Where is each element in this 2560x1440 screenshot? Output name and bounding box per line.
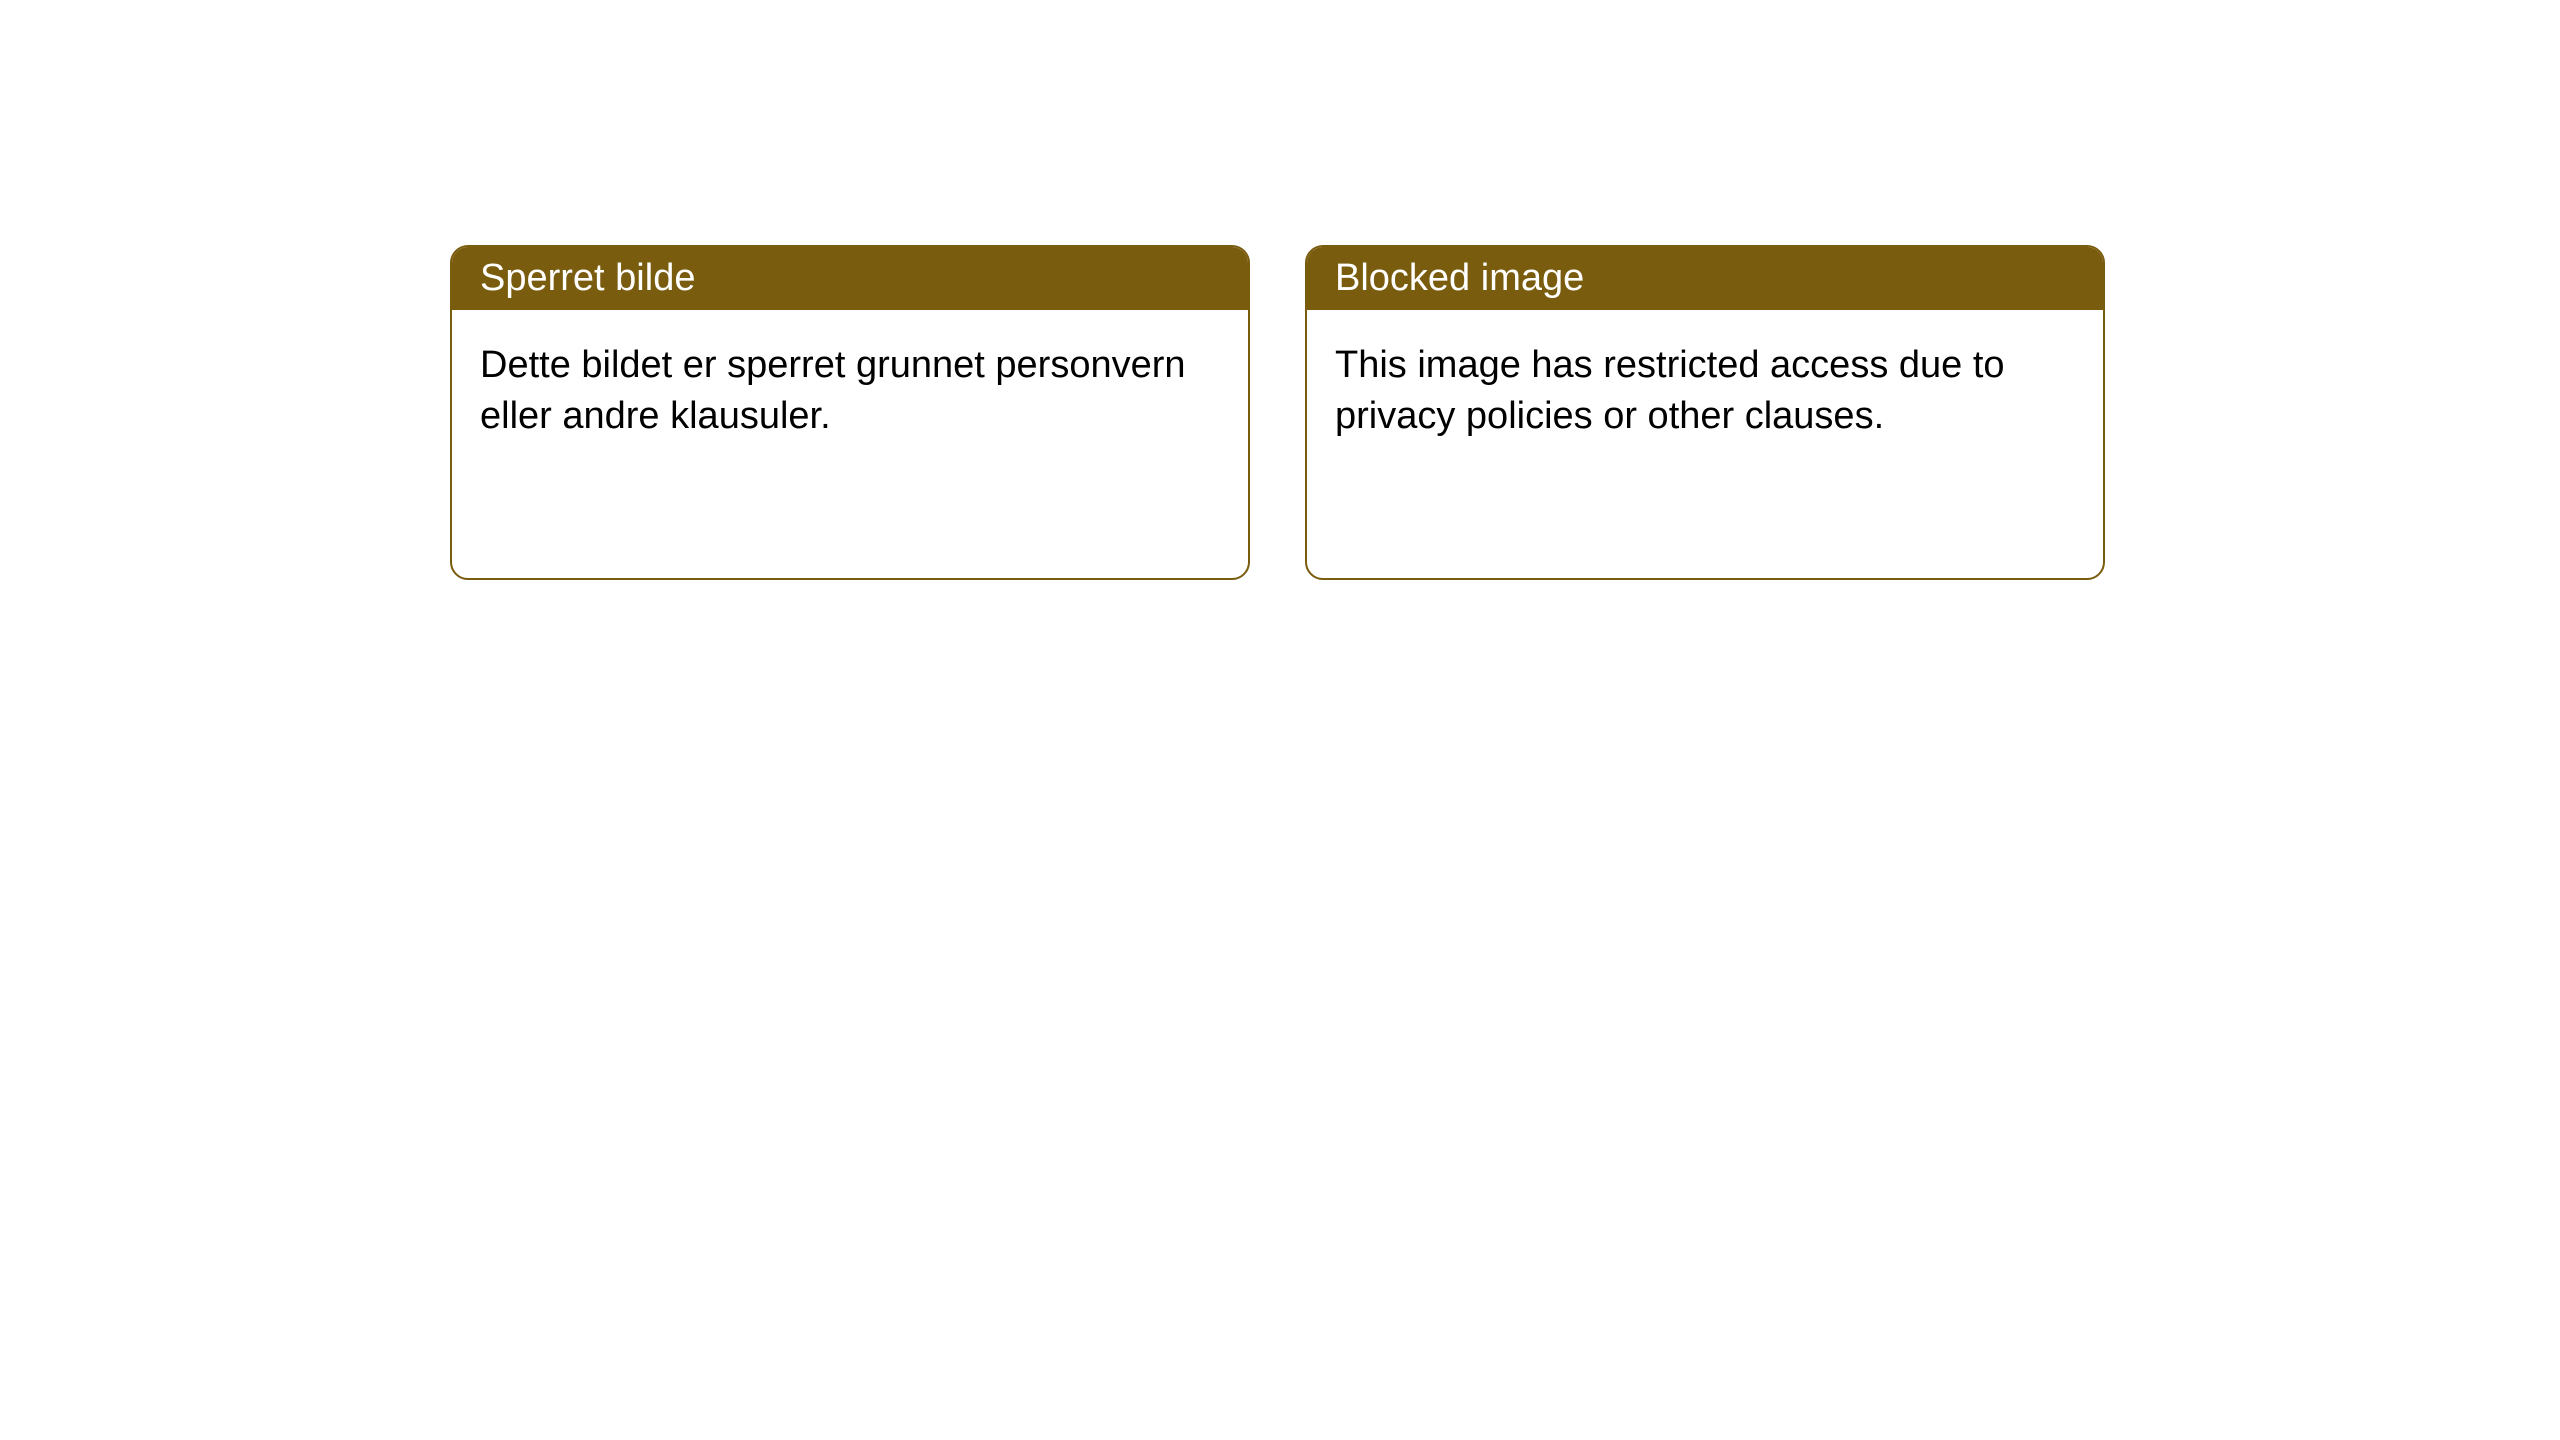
card-body: This image has restricted access due to …: [1307, 310, 2103, 473]
card-title: Blocked image: [1335, 257, 1584, 299]
card-header: Sperret bilde: [452, 247, 1248, 310]
card-body: Dette bildet er sperret grunnet personve…: [452, 310, 1248, 473]
card-title: Sperret bilde: [480, 257, 695, 299]
notice-container: Sperret bilde Dette bildet er sperret gr…: [450, 245, 2105, 580]
card-header: Blocked image: [1307, 247, 2103, 310]
card-body-text: This image has restricted access due to …: [1335, 344, 2005, 437]
blocked-image-card-norwegian: Sperret bilde Dette bildet er sperret gr…: [450, 245, 1250, 580]
card-body-text: Dette bildet er sperret grunnet personve…: [480, 344, 1186, 437]
blocked-image-card-english: Blocked image This image has restricted …: [1305, 245, 2105, 580]
